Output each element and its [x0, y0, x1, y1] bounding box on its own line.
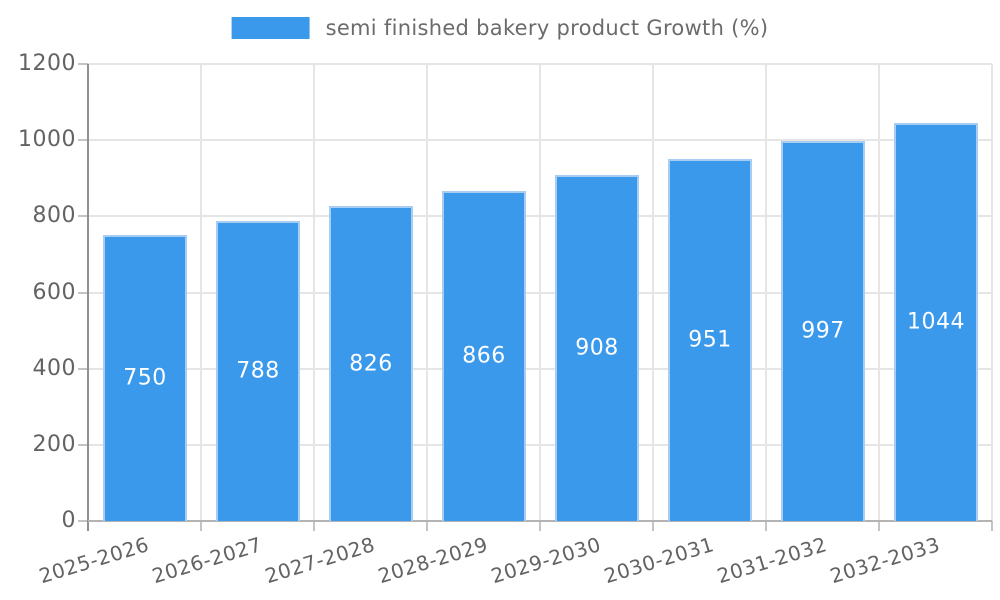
- gridline-vertical: [765, 64, 767, 521]
- gridline-vertical: [200, 64, 202, 521]
- x-axis-tick: [991, 521, 993, 531]
- bar[interactable]: [329, 206, 413, 521]
- bar-value-label: 1044: [907, 309, 965, 335]
- x-axis-tick: [652, 521, 654, 531]
- gridline-vertical: [991, 64, 993, 521]
- y-axis-tick: [78, 139, 88, 141]
- bar-value-label: 788: [236, 358, 280, 384]
- bar[interactable]: [442, 191, 526, 521]
- x-axis-tick: [765, 521, 767, 531]
- y-axis-tick-label: 0: [61, 508, 76, 533]
- y-axis-tick: [78, 292, 88, 294]
- gridline-vertical: [313, 64, 315, 521]
- y-axis-tick-label: 800: [32, 203, 76, 228]
- bar[interactable]: [668, 159, 752, 521]
- x-axis-tick: [200, 521, 202, 531]
- gridline-vertical: [539, 64, 541, 521]
- bar-value-label: 908: [575, 335, 619, 361]
- y-axis-tick: [78, 63, 88, 65]
- x-axis-tick: [878, 521, 880, 531]
- bar-value-label: 951: [688, 327, 732, 353]
- y-axis-tick: [78, 215, 88, 217]
- bar-value-label: 826: [349, 351, 393, 377]
- y-axis-tick-label: 400: [32, 356, 76, 381]
- gridline-vertical: [652, 64, 654, 521]
- x-axis-tick: [313, 521, 315, 531]
- x-axis-tick: [426, 521, 428, 531]
- legend-swatch-icon: [231, 17, 310, 39]
- bar-value-label: 750: [123, 365, 167, 391]
- bar-value-label: 866: [462, 343, 506, 369]
- y-axis-tick: [78, 368, 88, 370]
- legend-label: semi finished bakery product Growth (%): [325, 16, 769, 40]
- gridline-vertical: [426, 64, 428, 521]
- y-axis-line: [87, 64, 89, 531]
- x-axis-tick: [539, 521, 541, 531]
- bar[interactable]: [781, 141, 865, 521]
- y-axis-tick: [78, 520, 88, 522]
- x-axis-line: [88, 520, 992, 522]
- y-axis-tick-label: 1200: [18, 51, 76, 76]
- bar[interactable]: [555, 175, 639, 521]
- bar[interactable]: [894, 123, 978, 521]
- bar[interactable]: [103, 235, 187, 521]
- y-axis-tick: [78, 444, 88, 446]
- legend-item[interactable]: semi finished bakery product Growth (%): [231, 16, 769, 40]
- y-axis-tick-label: 1000: [18, 127, 76, 152]
- bar[interactable]: [216, 221, 300, 521]
- gridline-vertical: [878, 64, 880, 521]
- y-axis-tick-label: 600: [32, 280, 76, 305]
- y-axis-tick-label: 200: [32, 432, 76, 457]
- bar-value-label: 997: [801, 318, 845, 344]
